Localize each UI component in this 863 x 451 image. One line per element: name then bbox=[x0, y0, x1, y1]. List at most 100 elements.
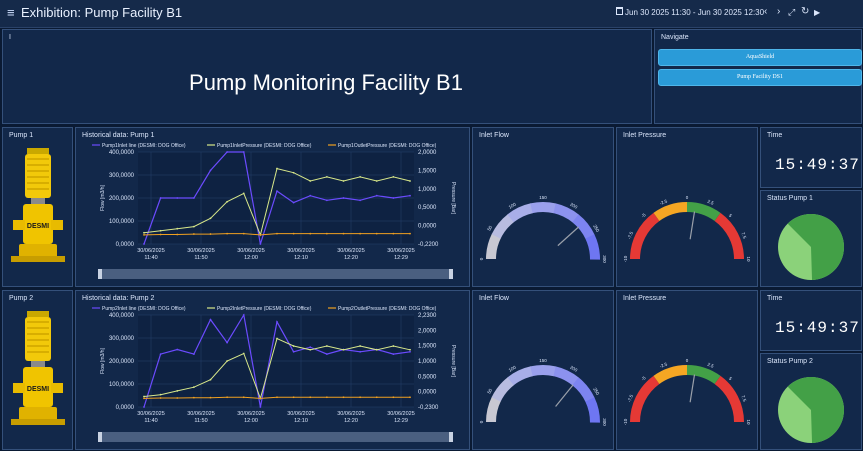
chevron-right-icon[interactable]: › bbox=[777, 6, 781, 17]
legend-entry[interactable]: Pump1OutletPressure (DESMI: DOG Office) bbox=[338, 143, 437, 149]
gauge-band-red bbox=[714, 212, 744, 260]
historical-chart: Pump1Inlet line (DESMI: DOG Office) Pump1… bbox=[92, 143, 456, 279]
y-left-tick-label: 400,0000 bbox=[109, 313, 135, 319]
refresh-icon[interactable]: ↻ bbox=[801, 6, 810, 17]
series-point bbox=[342, 348, 345, 351]
scrollbar-handle-right[interactable] bbox=[449, 269, 453, 279]
y-left-tick-label: 200,0000 bbox=[109, 359, 135, 365]
series-point bbox=[359, 232, 362, 235]
x-tick-time: 12:29 bbox=[394, 255, 408, 261]
x-tick-time: 12:10 bbox=[294, 255, 308, 261]
inlet-flow-gauge: 0 50 100 150 200 250 300 bbox=[479, 358, 607, 426]
gauge-tick-label: 150 bbox=[539, 195, 547, 200]
calendar-icon[interactable] bbox=[616, 7, 623, 15]
chevron-left-icon[interactable]: ‹ bbox=[764, 6, 768, 17]
x-tick-time: 11:40 bbox=[144, 255, 157, 261]
series-point bbox=[292, 345, 295, 347]
series-point bbox=[176, 227, 179, 230]
scrollbar-handle-right[interactable] bbox=[449, 432, 453, 442]
y-left-tick-label: 300,0000 bbox=[109, 173, 135, 179]
dashboard-title: Exhibition: Pump Facility B1 bbox=[21, 5, 183, 20]
series-point bbox=[209, 318, 212, 321]
inlet-flow-panel: Inlet Flow 0 50 100 150 200 250 300 bbox=[472, 127, 614, 287]
gauge-band bbox=[585, 234, 600, 260]
gauge-needle bbox=[689, 374, 696, 403]
series-point bbox=[242, 232, 245, 235]
legend-entry[interactable]: Pump2OutletPressure (DESMI: DOG Office) bbox=[338, 306, 437, 312]
y-left-tick-label: 0,0000 bbox=[116, 242, 135, 248]
scrollbar-handle-left[interactable] bbox=[98, 432, 102, 442]
gauge-tick-label: 200 bbox=[569, 365, 578, 373]
status-pie bbox=[778, 377, 844, 443]
y-right-tick-label: 2,2300 bbox=[418, 313, 437, 319]
time-range-scrollbar[interactable] bbox=[98, 269, 453, 279]
series-point bbox=[409, 232, 411, 235]
x-tick-date: 30/06/2025 bbox=[237, 411, 265, 417]
gauge-tick-label: -7.5 bbox=[626, 230, 634, 240]
gauge-tick-label: 7.5 bbox=[740, 232, 747, 240]
x-tick-date: 30/06/2025 bbox=[237, 248, 265, 254]
status-pie-slice-dark bbox=[787, 377, 844, 443]
series-point bbox=[192, 233, 195, 235]
series-point bbox=[292, 396, 295, 399]
gauge-tick-label: 5 bbox=[728, 213, 734, 219]
series-point bbox=[309, 346, 312, 349]
y-left-tick-label: 400,0000 bbox=[109, 150, 135, 156]
play-icon[interactable]: ▶ bbox=[814, 8, 821, 17]
gauge-band bbox=[530, 365, 557, 377]
time-range-scrollbar[interactable] bbox=[98, 432, 453, 442]
x-tick-time: 12:20 bbox=[344, 418, 358, 424]
x-tick-date: 30/06/2025 bbox=[287, 411, 315, 417]
series-point bbox=[143, 397, 145, 400]
gauge-tick-label: 250 bbox=[592, 224, 600, 233]
x-tick-date: 30/06/2025 bbox=[187, 248, 215, 254]
y-left-axis-label: Flow [m3/h] bbox=[100, 184, 106, 210]
series-point bbox=[159, 393, 162, 396]
series-point bbox=[192, 386, 195, 389]
legend-entry[interactable]: Pump1Inlet line (DESMI: DOG Office) bbox=[102, 143, 186, 149]
x-tick-date: 30/06/2025 bbox=[287, 248, 315, 254]
menu-icon[interactable]: ≡ bbox=[7, 5, 15, 20]
series-point bbox=[242, 314, 245, 316]
gauge-band bbox=[507, 203, 534, 223]
gauge-tick-label: 100 bbox=[508, 201, 517, 209]
time-range-picker[interactable]: Jun 30 2025 11:30 - Jun 30 2025 12:30 bbox=[625, 8, 765, 17]
gauge-needle bbox=[689, 211, 696, 240]
series-point bbox=[159, 353, 162, 355]
series-point bbox=[342, 197, 345, 199]
series-point bbox=[259, 243, 262, 245]
series-point bbox=[176, 197, 179, 199]
series-point bbox=[242, 352, 245, 355]
series-point bbox=[409, 396, 411, 399]
series-point bbox=[159, 233, 162, 236]
top-bar: ≡ Exhibition: Pump Facility B1 Jun 30 20… bbox=[0, 0, 863, 28]
gauge-tick-label: -10 bbox=[623, 418, 628, 425]
expand-icon[interactable]: ⤢ bbox=[788, 7, 796, 17]
y-right-tick-label: -0,2300 bbox=[418, 405, 439, 411]
gauge-tick-label: 50 bbox=[486, 224, 493, 231]
series-point bbox=[375, 194, 378, 197]
series-point bbox=[159, 197, 162, 199]
legend-entry[interactable]: Pump1InletPressure (DESMI: DOG Office) bbox=[217, 143, 312, 149]
series-point bbox=[226, 151, 229, 153]
series-point bbox=[359, 175, 362, 178]
gauge-tick-label: -5 bbox=[640, 375, 647, 382]
legend-entry[interactable]: Pump2InletPressure (DESMI: DOG Office) bbox=[217, 306, 312, 312]
series-point bbox=[325, 199, 328, 202]
series-point bbox=[392, 396, 395, 399]
y-right-tick-label: 0,0000 bbox=[418, 224, 437, 230]
scrollbar-handle-left[interactable] bbox=[98, 269, 102, 279]
gauge-band-green bbox=[686, 202, 721, 222]
pump-image-panel: Pump 2 DESMI bbox=[2, 290, 73, 450]
series-point bbox=[276, 167, 278, 170]
y-right-tick-label: 1,5000 bbox=[418, 344, 437, 350]
x-tick-date: 30/06/2025 bbox=[137, 411, 165, 417]
nav-button-aquashield[interactable]: AquaShield bbox=[658, 49, 862, 66]
series-point bbox=[292, 201, 295, 204]
series-point bbox=[409, 194, 411, 197]
series-point bbox=[143, 243, 145, 245]
nav-button-pump-facility[interactable]: Pump Facility DS1 bbox=[658, 69, 862, 86]
gauge-band-orange bbox=[653, 202, 688, 222]
legend-entry[interactable]: Pump2Inlet line (DESMI: DOG Office) bbox=[102, 306, 186, 312]
gauge-tick-label: 10 bbox=[746, 419, 751, 425]
